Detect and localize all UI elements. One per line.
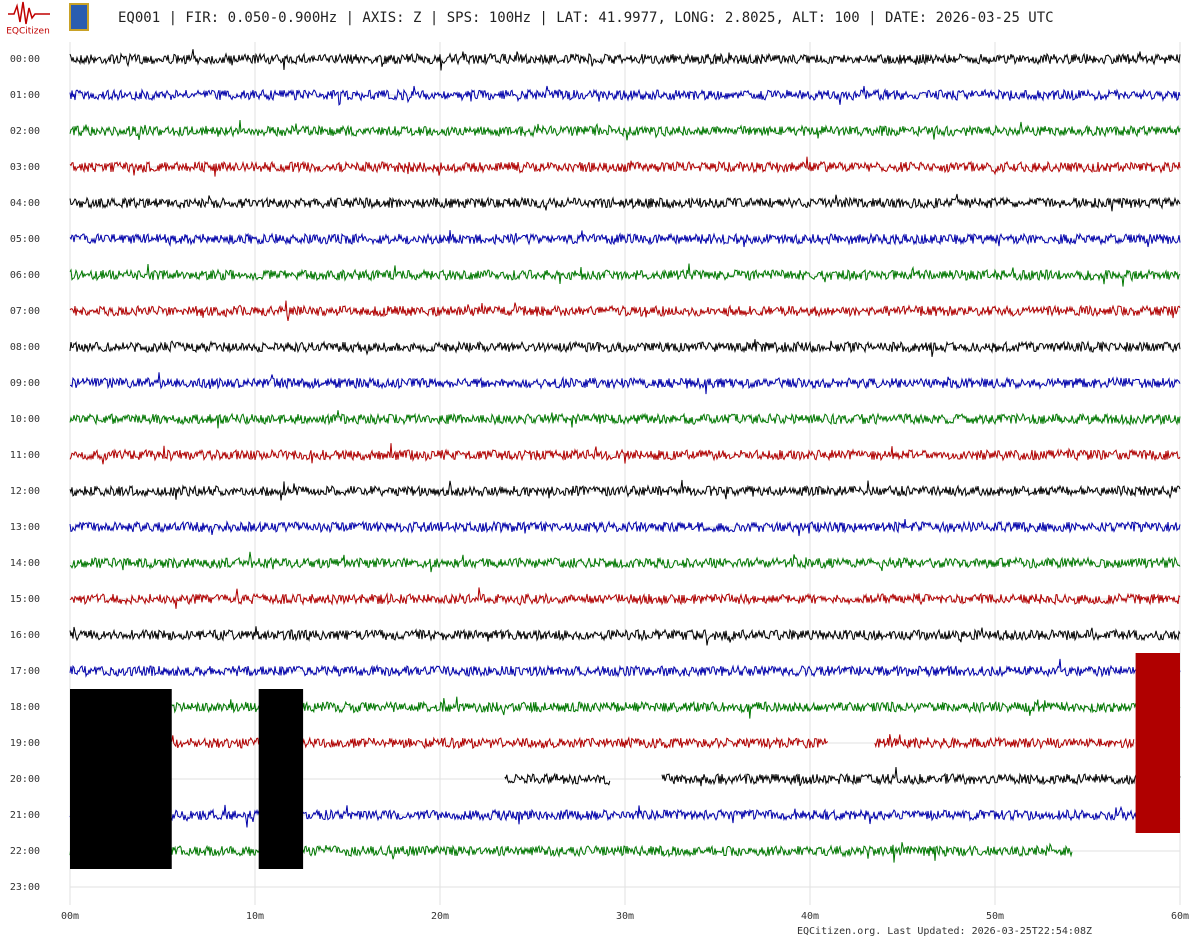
trace [69,587,1181,609]
saturated-block [258,689,304,869]
row-label: 06:00 [10,270,40,281]
trace [70,372,1181,395]
trace [69,410,1181,429]
trace [69,551,1181,573]
trace [69,263,1181,287]
trace [69,626,1181,646]
row-label: 09:00 [10,378,40,389]
x-tick-label: 50m [986,911,1004,922]
x-tick-label: 30m [616,911,634,922]
footer: EQCitizen.org. Last Updated: 2026-03-25T… [797,926,1092,937]
trace [69,339,1181,357]
row-label: 13:00 [10,522,40,533]
row-label: 02:00 [10,126,40,137]
trace [69,658,1181,679]
row-label: 04:00 [10,198,40,209]
x-tick-label: 10m [246,911,264,922]
trace [69,156,1181,177]
trace [69,85,1181,106]
trace [661,767,1181,788]
trace [874,734,1135,750]
row-label: 15:00 [10,594,40,605]
trace [69,119,1181,141]
row-label: 20:00 [10,774,40,785]
row-label: 14:00 [10,558,40,569]
row-label: 23:00 [10,882,40,893]
row-label: 03:00 [10,162,40,173]
row-label: 07:00 [10,306,40,317]
row-label: 01:00 [10,90,40,101]
x-tick-label: 40m [801,911,819,922]
x-tick-label: 00m [61,911,79,922]
trace [69,519,1181,537]
x-tick-label: 60m [1171,911,1189,922]
trace [69,804,1181,828]
row-label: 18:00 [10,702,40,713]
chart-title: EQ001 | FIR: 0.050-0.900Hz | AXIS: Z | S… [118,10,1054,26]
row-label: 16:00 [10,630,40,641]
trace [69,443,1181,465]
row-label: 10:00 [10,414,40,425]
trace [504,772,611,786]
logo-icon [8,1,89,31]
row-label: 19:00 [10,738,40,749]
x-tick-label: 20m [431,911,449,922]
trace [69,193,1181,212]
row-label: 12:00 [10,486,40,497]
row-label: 00:00 [10,54,40,65]
saturated-block [1135,653,1180,833]
trace [69,49,1181,71]
row-label: 11:00 [10,450,40,461]
trace [69,230,1181,248]
logo-text: EQCitizen [6,27,50,37]
row-label: 17:00 [10,666,40,677]
row-label: 05:00 [10,234,40,245]
trace [69,300,1181,321]
trace [69,479,1181,501]
row-label: 22:00 [10,846,40,857]
row-label: 21:00 [10,810,40,821]
saturated-block [70,689,172,869]
trace [171,696,1181,719]
trace [69,842,1073,863]
row-label: 08:00 [10,342,40,353]
